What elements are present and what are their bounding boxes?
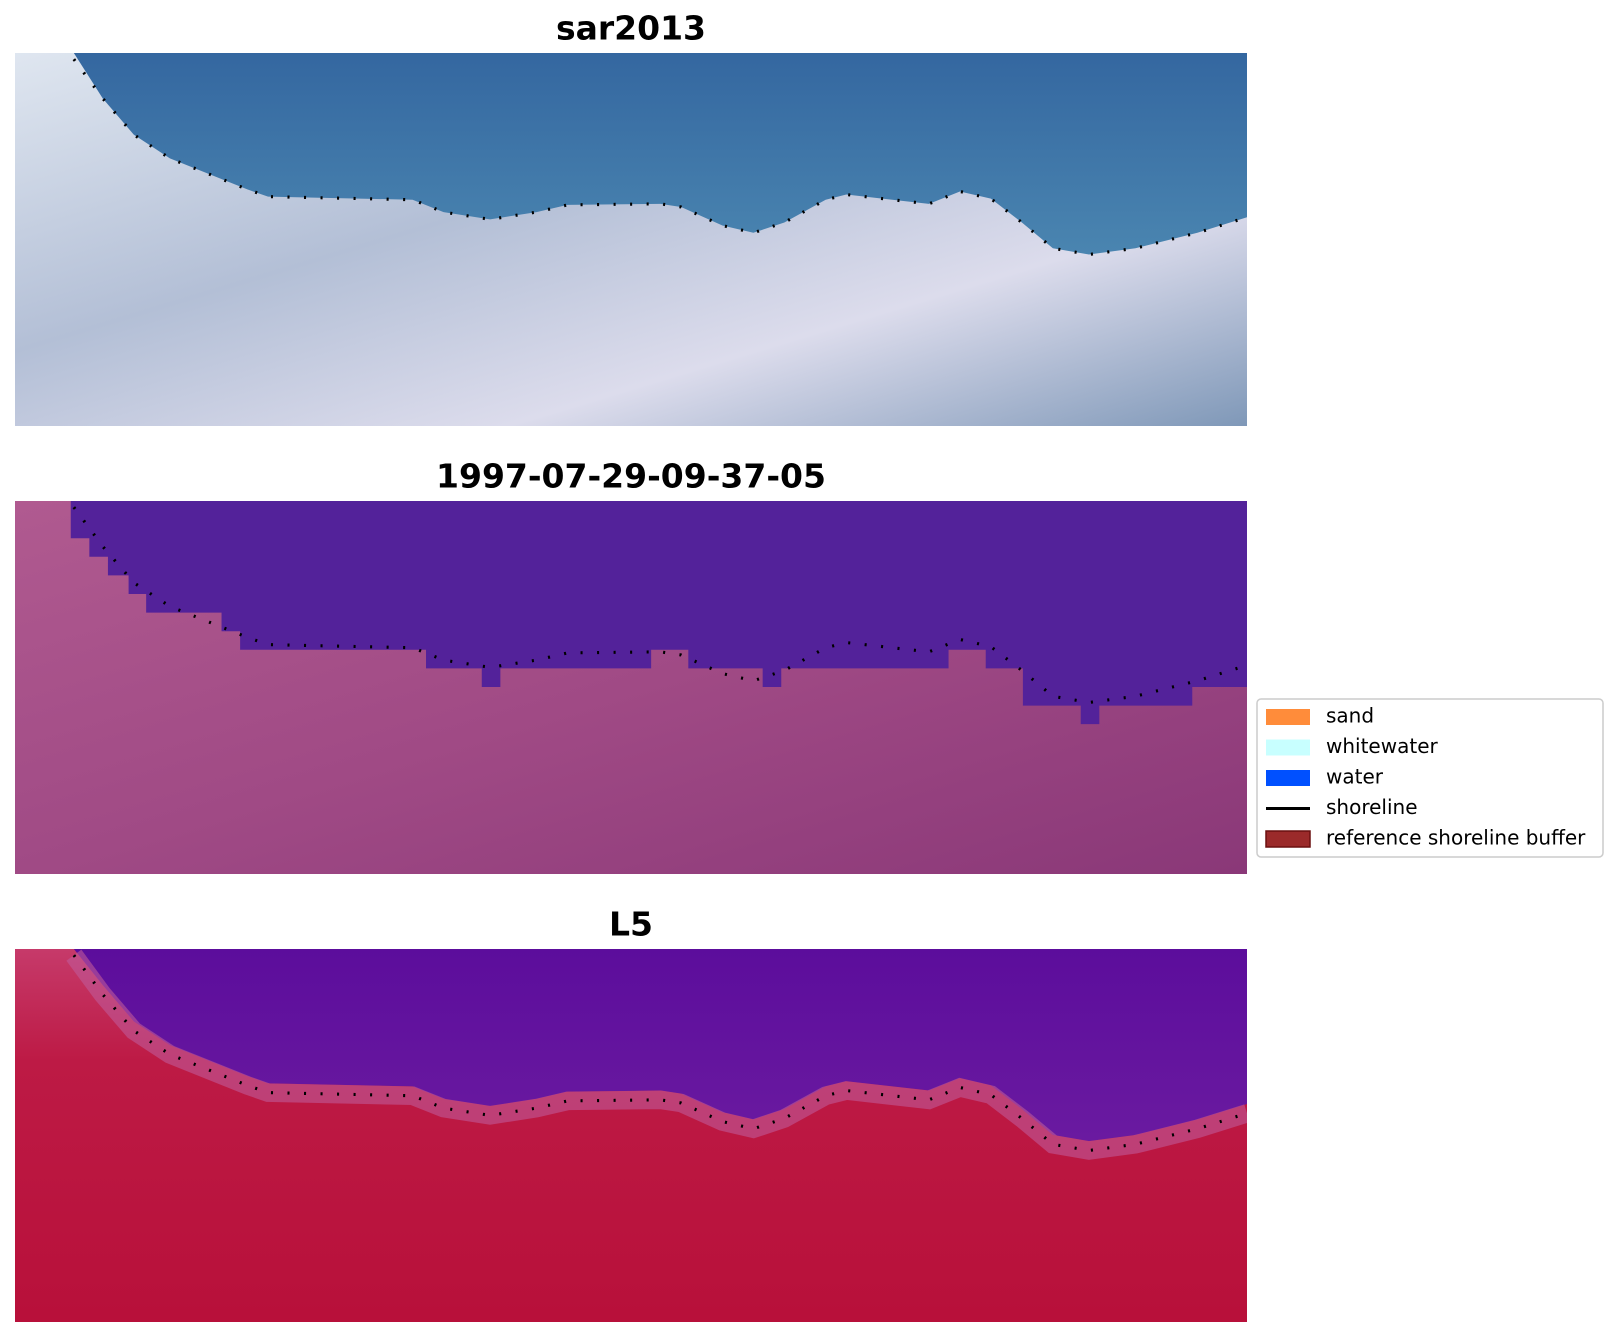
legend-patch	[1266, 709, 1310, 725]
image-panel	[15, 949, 1247, 1322]
legend-patch	[1266, 739, 1310, 756]
legend-label: reference shoreline buffer	[1326, 826, 1586, 850]
image-panel	[15, 501, 1247, 874]
legend-patch	[1266, 770, 1310, 786]
legend: sand whitewater water shoreline reference sh…	[1256, 698, 1604, 858]
image-panel	[15, 53, 1247, 426]
legend-label: water	[1326, 765, 1384, 789]
panel-title: 1997-07-29-09-37-05	[436, 457, 826, 496]
panel-title: L5	[609, 905, 653, 944]
legend-label: shoreline	[1326, 795, 1418, 819]
panel-title: sar2013	[556, 9, 706, 48]
legend-label: whitewater	[1326, 734, 1438, 758]
legend-label: sand	[1326, 704, 1374, 728]
legend-patch	[1265, 830, 1311, 848]
